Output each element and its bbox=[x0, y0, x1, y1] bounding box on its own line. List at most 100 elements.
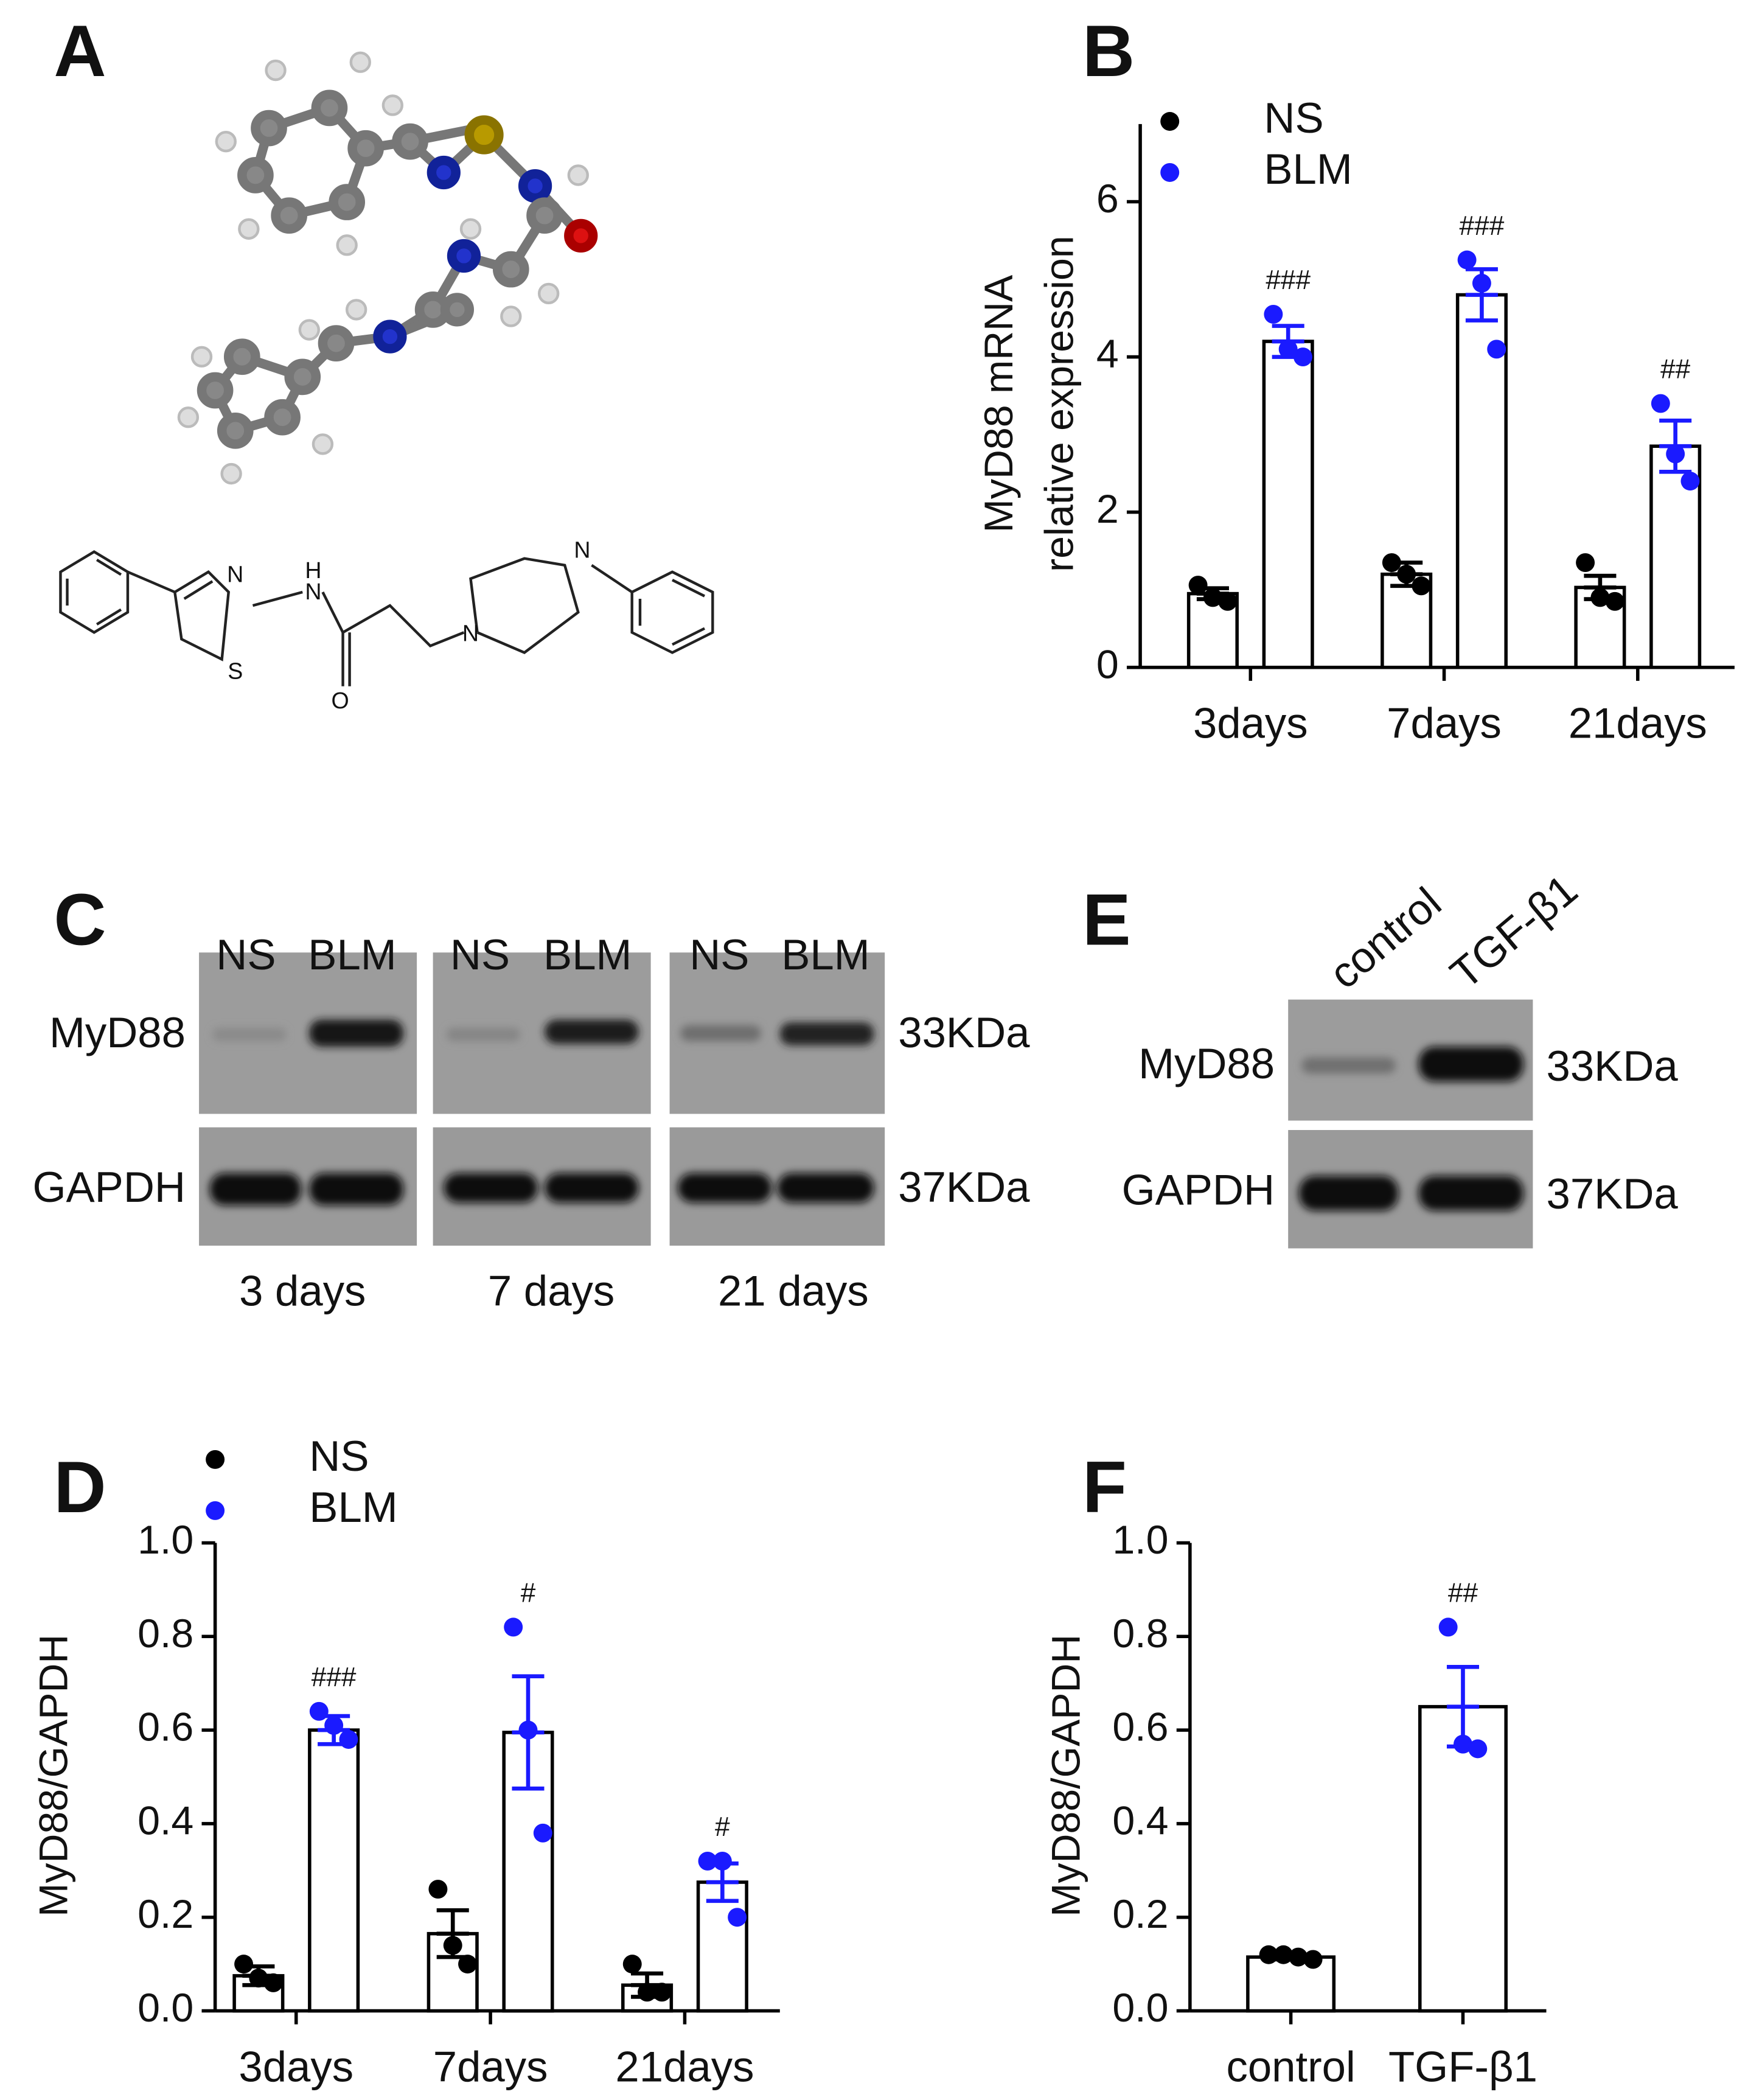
data-point bbox=[622, 1955, 642, 1974]
lane-label: NS bbox=[450, 930, 510, 978]
data-point bbox=[324, 1715, 344, 1735]
x-tick-label: 3days bbox=[1193, 699, 1308, 747]
y-tick-label: 0.2 bbox=[138, 1892, 193, 1937]
data-point bbox=[1487, 340, 1506, 359]
group-label: 7 days bbox=[488, 1266, 615, 1314]
row-label: MyD88 bbox=[49, 1008, 186, 1056]
annotation: ### bbox=[1460, 211, 1505, 241]
data-point bbox=[1666, 444, 1685, 464]
data-point bbox=[712, 1851, 732, 1871]
row-label: GAPDH bbox=[1122, 1166, 1275, 1214]
data-point bbox=[1382, 553, 1401, 573]
legend-label: BLM bbox=[309, 1483, 397, 1531]
annotation: # bbox=[521, 1578, 536, 1608]
y-tick-label: 0.6 bbox=[138, 1705, 193, 1750]
legend-label: NS bbox=[309, 1432, 369, 1480]
y-axis-label: MyD88/GAPDH bbox=[31, 1634, 76, 1917]
band bbox=[444, 1173, 538, 1203]
lane-label: TGF-β1 bbox=[1441, 865, 1586, 998]
data-point bbox=[1264, 304, 1283, 324]
lane-label: BLM bbox=[781, 930, 869, 978]
y-axis-label: relative expression bbox=[1037, 235, 1082, 572]
band bbox=[1418, 1046, 1523, 1082]
error-bar bbox=[706, 1861, 739, 1903]
atom-label: N bbox=[462, 621, 479, 646]
data-point bbox=[443, 1936, 462, 1955]
y-tick-label: 0.0 bbox=[1112, 1986, 1168, 2031]
y-tick-label: 0.6 bbox=[1112, 1705, 1168, 1750]
data-point bbox=[518, 1720, 538, 1740]
data-point bbox=[1651, 394, 1670, 413]
atom-label: H bbox=[305, 557, 321, 583]
y-tick-label: 2 bbox=[1096, 487, 1119, 532]
annotation: ### bbox=[1266, 265, 1311, 295]
lane-label: control bbox=[1320, 878, 1450, 998]
data-point bbox=[1590, 588, 1610, 607]
data-point bbox=[1203, 588, 1222, 607]
y-tick-label: 1.0 bbox=[1112, 1518, 1168, 1563]
size-label: 33KDa bbox=[898, 1008, 1030, 1056]
data-point bbox=[1576, 553, 1595, 573]
legend-marker bbox=[1160, 163, 1180, 182]
data-point bbox=[1605, 591, 1624, 611]
panel-label: C bbox=[54, 880, 106, 961]
bar bbox=[308, 1728, 360, 2013]
x-tick-label: control bbox=[1226, 2042, 1355, 2090]
data-point bbox=[1397, 565, 1416, 584]
y-tick-label: 0.0 bbox=[138, 1986, 193, 2031]
x-tick-label: 7days bbox=[433, 2042, 548, 2090]
band bbox=[1298, 1176, 1399, 1211]
blot-e: control TGF-β1 MyD88 GAPDH 33KDa 37KDa bbox=[1122, 865, 1678, 1249]
x-tick-label: 21days bbox=[1569, 699, 1707, 747]
x-tick-label: 21days bbox=[615, 2042, 754, 2090]
panel-label: B bbox=[1082, 11, 1135, 92]
lane-label: BLM bbox=[543, 930, 632, 978]
error-bar bbox=[1465, 267, 1498, 323]
annotation: ## bbox=[1660, 355, 1691, 385]
panel-label: D bbox=[54, 1447, 106, 1528]
data-point bbox=[728, 1908, 747, 1927]
data-point bbox=[309, 1701, 329, 1721]
panel-label: A bbox=[54, 11, 106, 92]
data-point bbox=[339, 1730, 358, 1749]
y-tick-label: 0.8 bbox=[138, 1611, 193, 1656]
data-point bbox=[1438, 1617, 1458, 1637]
row-label: MyD88 bbox=[1138, 1039, 1275, 1087]
data-point bbox=[638, 1983, 657, 2002]
data-point bbox=[1472, 273, 1491, 293]
y-tick-label: 0.2 bbox=[1112, 1892, 1168, 1937]
lane-label: NS bbox=[689, 930, 749, 978]
atom-label: O bbox=[332, 688, 349, 713]
molecule-2d bbox=[59, 550, 714, 686]
legend-marker bbox=[206, 1501, 225, 1520]
legend-label: NS bbox=[1264, 94, 1323, 142]
data-point bbox=[263, 1973, 283, 1992]
legend-label: BLM bbox=[1264, 145, 1352, 193]
data-point bbox=[533, 1823, 552, 1843]
y-tick-label: 0.4 bbox=[1112, 1798, 1168, 1843]
band bbox=[209, 1173, 302, 1205]
legend-marker bbox=[1160, 112, 1180, 131]
y-tick-label: 0.8 bbox=[1112, 1611, 1168, 1656]
x-tick-label: 7days bbox=[1387, 699, 1502, 747]
band bbox=[779, 1022, 874, 1045]
y-axis-label: MyD88 mRNA bbox=[977, 274, 1022, 532]
data-point bbox=[1457, 250, 1477, 270]
band bbox=[680, 1025, 761, 1042]
y-tick-label: 4 bbox=[1096, 332, 1119, 377]
data-point bbox=[1412, 576, 1431, 596]
group-label: 3 days bbox=[239, 1266, 366, 1314]
band bbox=[309, 1173, 403, 1205]
atom-label: N bbox=[305, 579, 321, 604]
data-point bbox=[1289, 1947, 1308, 1967]
band bbox=[212, 1028, 287, 1042]
band bbox=[446, 1028, 521, 1042]
band bbox=[545, 1173, 639, 1203]
lane-label: NS bbox=[216, 930, 276, 978]
band bbox=[1301, 1057, 1396, 1074]
error-bar bbox=[436, 1908, 469, 1959]
y-tick-label: 6 bbox=[1096, 176, 1119, 222]
row-label: GAPDH bbox=[32, 1163, 186, 1211]
bar bbox=[1262, 340, 1314, 669]
